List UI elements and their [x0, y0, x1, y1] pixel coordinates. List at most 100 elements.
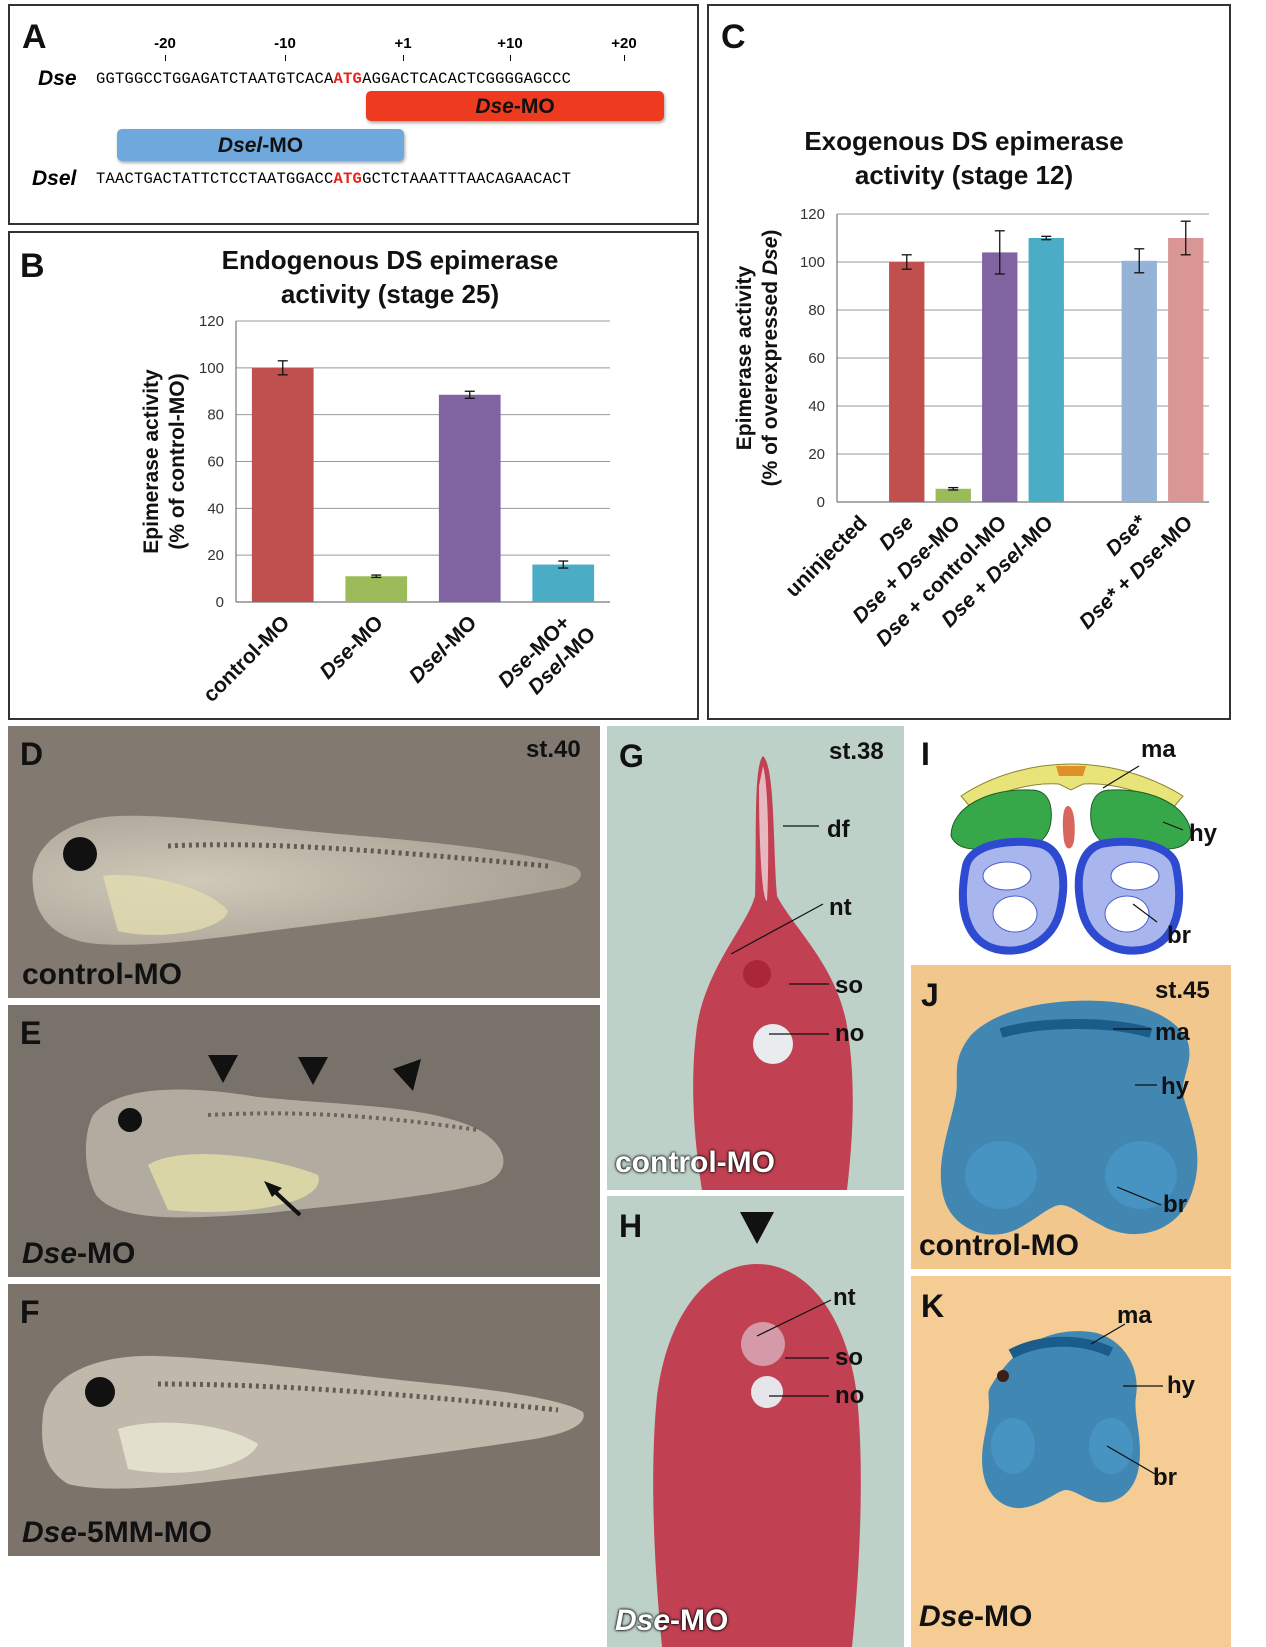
x-tick-label: control-MO	[199, 611, 294, 706]
panel-e-caption-gene: Dse	[22, 1237, 78, 1270]
panel-f-label: F	[20, 1294, 40, 1330]
dse-gene-label: Dse	[38, 67, 77, 90]
y-axis-label-line: (% of control-MO)	[166, 373, 189, 549]
y-tick-label: 100	[800, 254, 825, 271]
dsel-mo-suffix: -MO	[262, 133, 304, 157]
panel-a-label: A	[22, 18, 47, 56]
dse-sequence: GGTGGCCTGGAGATCTAATGTCACAATGAGGACTCACACT…	[96, 70, 572, 88]
panel-c: C Exogenous DS epimerase activity (stage …	[707, 4, 1231, 720]
annotation-ma: ma	[1155, 1019, 1190, 1046]
position-label-plus10: +10	[497, 35, 523, 52]
position-tick	[285, 55, 286, 61]
annotation-df: df	[827, 816, 850, 843]
panel-f-photo: F Dse-5MM-MO	[8, 1284, 600, 1556]
dse-mo-suffix: -MO	[513, 94, 555, 118]
panel-j-label: J	[921, 977, 939, 1013]
annotation-no: no	[835, 1020, 865, 1047]
dsel-gene-label: Dsel	[32, 167, 77, 190]
panel-j-stage: st.45	[1155, 977, 1210, 1004]
panel-h-caption: Dse-MO	[615, 1606, 728, 1636]
panel-e-caption: Dse-MO	[22, 1239, 135, 1269]
endogenous-activity-chart: Endogenous DS epimerase activity (stage 2…	[140, 245, 610, 707]
cartilage-schematic	[950, 763, 1192, 955]
panel-j-photo: J st.45 ma hy br control-MO	[911, 965, 1231, 1269]
dsel-seq-before: TAACTGACTATTCTCCTAATGGACC	[96, 170, 334, 188]
panel-e-label: E	[20, 1015, 42, 1051]
annotation-no: no	[835, 1382, 865, 1409]
panel-d-label: D	[20, 736, 44, 772]
section-dse-mo-image	[653, 1212, 861, 1647]
bar	[1121, 260, 1157, 502]
annotation-br: br	[1163, 1191, 1187, 1218]
y-axis-label-line: Epimerase activity	[733, 265, 756, 450]
position-tick	[403, 55, 404, 61]
panel-d-photo: D st.40 control-MO	[8, 726, 600, 998]
panel-b: B Endogenous DS epimerase activity (stage…	[8, 231, 699, 720]
dse-mo-gene: Dse	[475, 94, 514, 118]
dse-start-codon: ATG	[333, 70, 363, 88]
y-tick-label: 120	[199, 313, 224, 330]
annotation-so: so	[835, 972, 864, 999]
x-tick-label: Dse-MO+Dsel-MO	[494, 611, 601, 699]
panel-d-stage: st.40	[526, 736, 581, 763]
exogenous-activity-chart: Exogenous DS epimerase activity (stage 12…	[733, 126, 1209, 651]
panel-b-label: B	[20, 247, 45, 285]
y-axis-label: Epimerase activity (% of overexpressed Ds…	[733, 230, 782, 487]
panel-h-photo: H nt so no Dse-MO	[607, 1196, 904, 1647]
x-tick-label: Dsel-MO	[405, 611, 482, 688]
annotation-hy: hy	[1161, 1073, 1190, 1100]
x-tick-label-line: Dse-MO	[315, 611, 387, 683]
x-tick-label-line: control-MO	[199, 611, 294, 706]
panel-f-caption: Dse-5MM-MO	[22, 1518, 212, 1548]
position-label-plus1: +1	[394, 35, 412, 52]
panel-j-caption: control-MO	[919, 1229, 1079, 1262]
panel-k-caption-gene: Dse	[919, 1600, 975, 1633]
panel-f-caption-suffix: -5MM-MO	[77, 1516, 213, 1549]
dse-seq-after: AGGACTCACACTCGGGGAGCCC	[362, 70, 572, 88]
panel-e-photo: E Dse-MO	[8, 1005, 600, 1277]
annotation-ma: ma	[1141, 736, 1176, 763]
x-tick-label-line: Dsel-MO	[405, 611, 482, 688]
panel-h-caption-gene: Dse	[615, 1604, 671, 1637]
panel-c-label: C	[721, 18, 746, 56]
bar	[438, 394, 501, 602]
y-axis-label-line: (% of overexpressed Dse)	[759, 230, 782, 487]
chart-title: Exogenous DS epimerase	[804, 126, 1123, 156]
panel-k-caption: Dse-MO	[919, 1602, 1032, 1632]
tadpole-5mm-mo-image	[42, 1355, 584, 1489]
panel-k-label: K	[921, 1288, 945, 1324]
panel-f-caption-gene: Dse	[22, 1516, 78, 1549]
position-tick	[624, 55, 625, 61]
y-tick-label: 40	[808, 398, 825, 415]
panel-i-diagram: I ma hy br	[911, 726, 1231, 958]
y-tick-label: 20	[808, 446, 825, 463]
annotation-ma: ma	[1117, 1302, 1152, 1329]
bar	[935, 488, 971, 502]
panel-h-caption-suffix: -MO	[670, 1604, 729, 1637]
y-tick-label: 80	[207, 407, 224, 424]
dsel-start-codon: ATG	[333, 170, 363, 188]
panel-a: A -20 -10 +1 +10 +20 Dse GGTGGCCTGGAGATC…	[8, 4, 699, 225]
annotation-nt: nt	[829, 894, 852, 921]
bar	[532, 564, 595, 602]
bar	[345, 576, 408, 602]
x-tick-label-line: uninjected	[781, 511, 872, 602]
bar	[982, 252, 1018, 502]
cartilage-control-image	[940, 1000, 1198, 1235]
y-tick-label: 0	[216, 594, 224, 611]
annotation-nt: nt	[833, 1284, 856, 1311]
y-tick-label: 120	[800, 206, 825, 223]
annotation-hy: hy	[1189, 820, 1218, 847]
y-tick-label: 20	[207, 547, 224, 564]
y-axis-label-line: Epimerase activity	[140, 369, 163, 554]
x-tick-label: Dse-MO	[315, 611, 387, 683]
section-control-image	[693, 756, 853, 1190]
y-tick-label: 80	[808, 302, 825, 319]
panel-g-caption: control-MO	[615, 1146, 775, 1179]
x-tick-label: uninjected	[781, 511, 872, 602]
y-tick-label: 60	[207, 454, 224, 471]
bar	[889, 262, 925, 502]
bar	[1168, 238, 1204, 502]
panel-k-caption-suffix: -MO	[974, 1600, 1033, 1633]
cartilage-dse-mo-image	[982, 1323, 1163, 1509]
